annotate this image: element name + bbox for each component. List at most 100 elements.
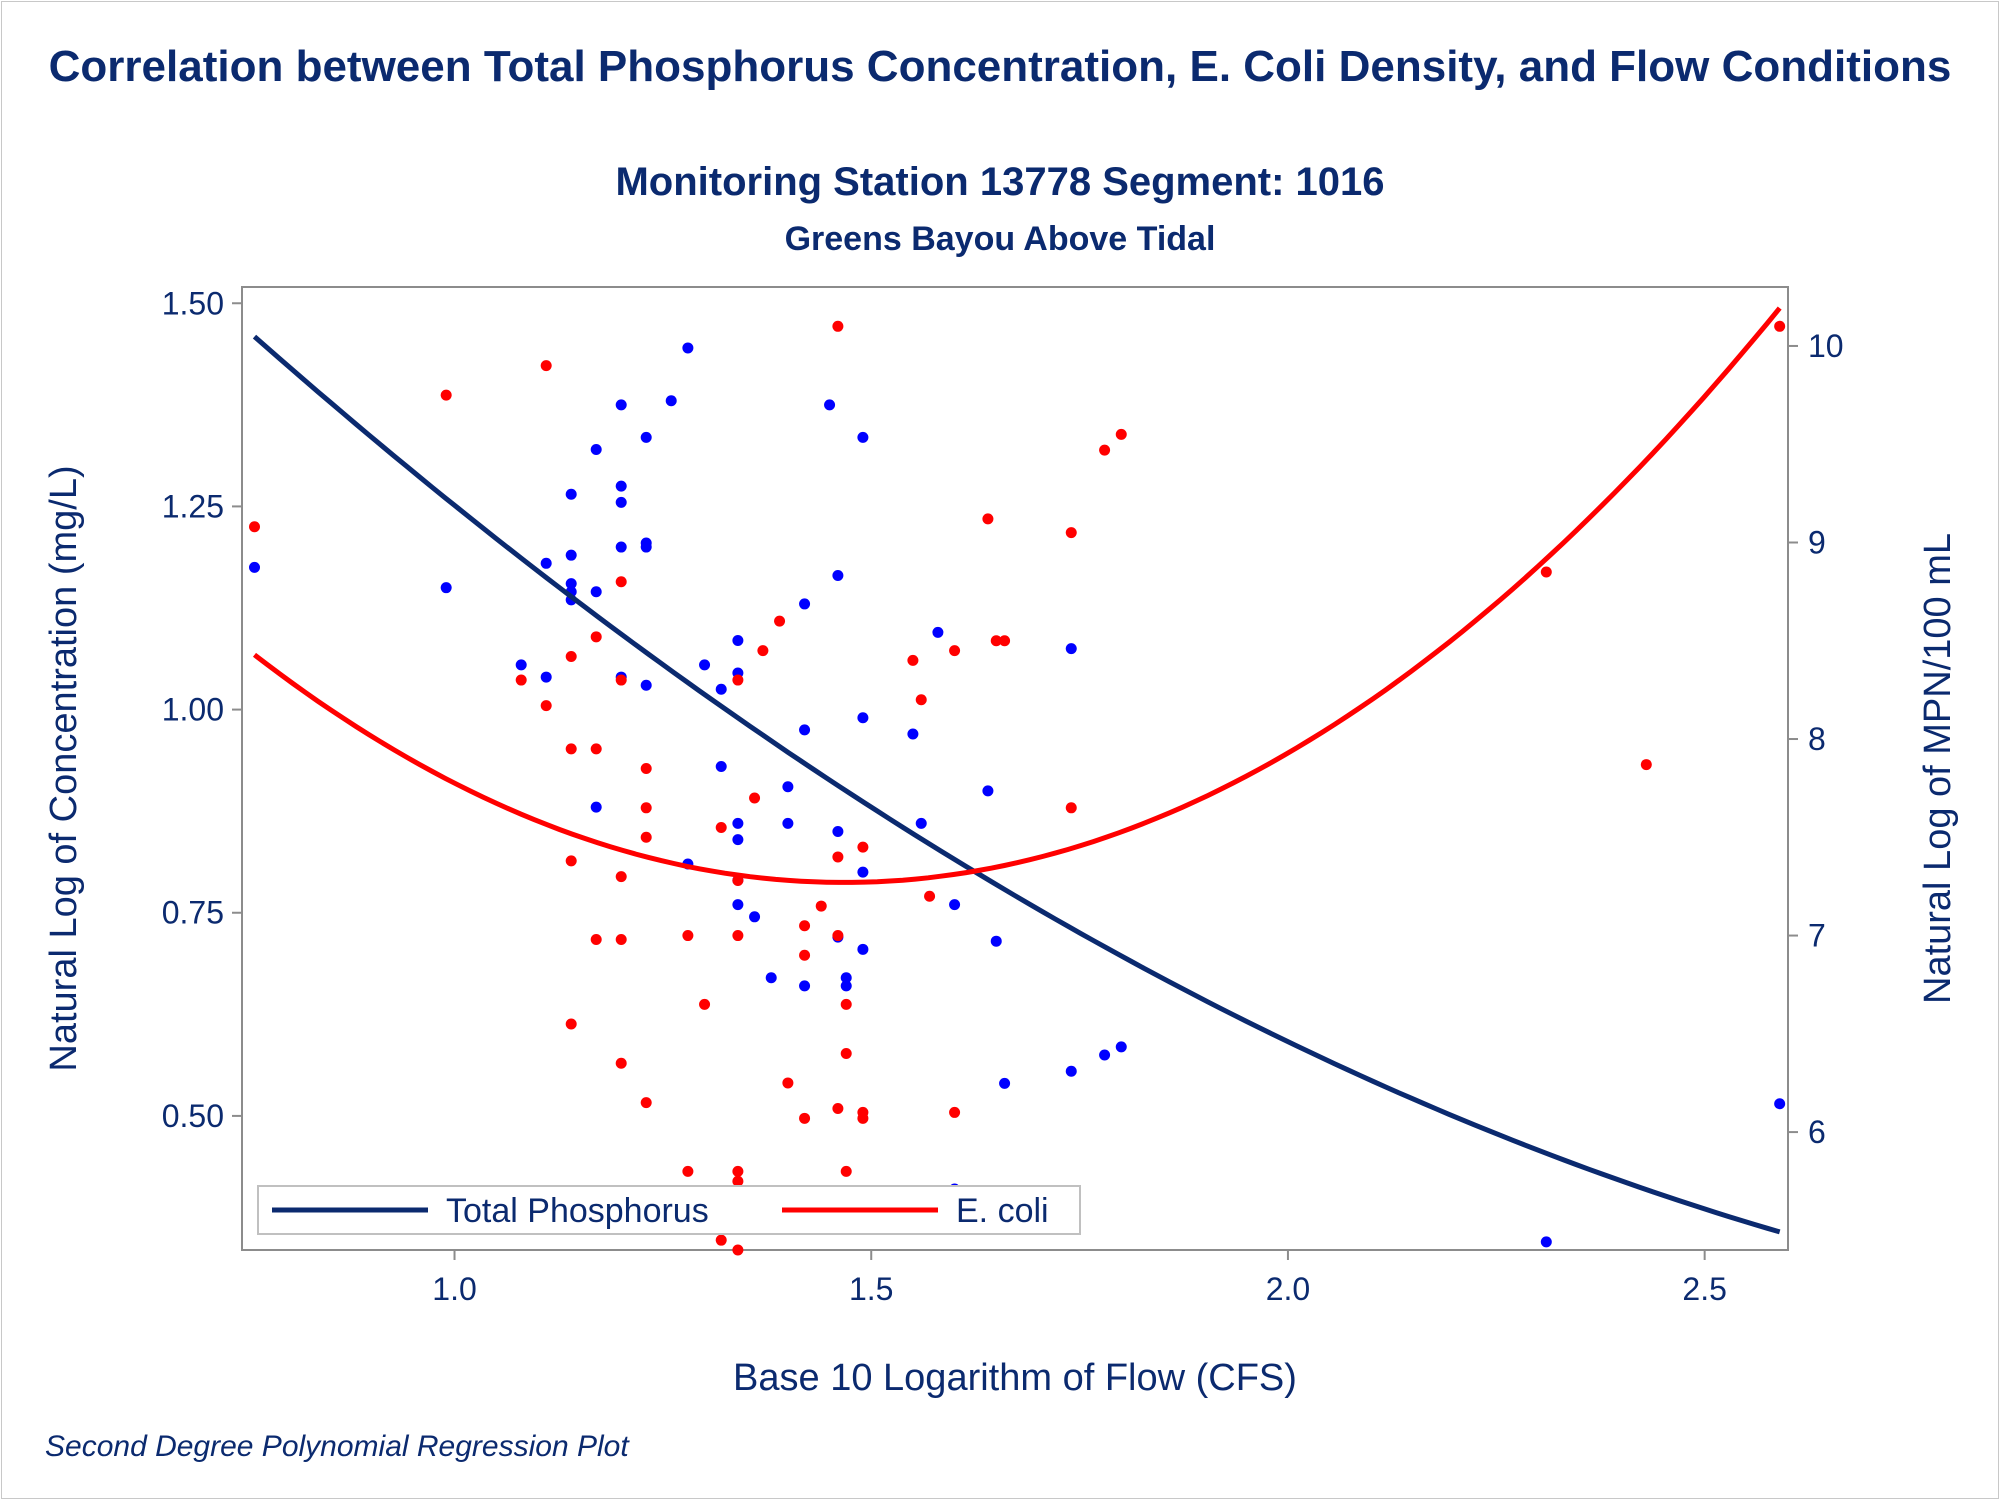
ecoli-point [715,821,727,833]
phosphorus-point [857,943,869,955]
ecoli-point [715,1234,727,1246]
ecoli-point [515,674,527,686]
y-left-tick-label: 1.00 [162,692,224,728]
ecoli-point [774,615,786,627]
y-right-tick-label: 8 [1808,721,1826,757]
phosphorus-point [440,582,452,594]
phosphorus-point [857,431,869,443]
phosphorus-point [1774,1098,1786,1110]
ecoli-point [565,743,577,755]
y-left-axis-label: Natural Log of Concentration (mg/L) [43,465,85,1071]
y-right-tick-label: 9 [1808,524,1826,560]
chart-subtitle-2: Greens Bayou Above Tidal [784,220,1216,258]
phosphorus-point [590,444,602,456]
phosphorus-regression-curve [252,334,1781,1235]
y-right-tick-label: 7 [1808,918,1826,954]
ecoli-point [565,855,577,867]
legend-label-phosphorus: Total Phosphorus [446,1192,709,1230]
x-axis-label: Base 10 Logarithm of Flow (CFS) [733,1357,1297,1399]
phosphorus-point [715,683,727,695]
ecoli-point [1099,444,1111,456]
phosphorus-point [857,712,869,724]
phosphorus-point [732,817,744,829]
phosphorus-point [990,935,1002,947]
ecoli-point [565,650,577,662]
phosphorus-point [515,659,527,671]
phosphorus-point [615,399,627,411]
ecoli-point [732,930,744,942]
ecoli-point [615,871,627,883]
ecoli-point [682,1165,694,1177]
ecoli-point [615,576,627,588]
curves-layer [252,306,1782,1235]
y-left-tick-label: 0.50 [162,1098,224,1134]
x-tick-label: 1.0 [432,1271,476,1307]
ecoli-point [749,792,761,804]
legend-box [257,1185,1081,1235]
ecoli-point [590,933,602,945]
phosphorus-point [732,834,744,846]
ecoli-point [990,635,1002,647]
ecoli-point [640,802,652,814]
phosphorus-point [782,781,794,793]
ecoli-point [615,1057,627,1069]
ecoli-point [640,831,652,843]
phosphorus-point [249,561,261,573]
ecoli-point [1774,320,1786,332]
phosphorus-point [665,395,677,407]
y-left-tick-label: 1.25 [162,488,224,524]
ecoli-point [732,1175,744,1187]
ecoli-point [857,841,869,853]
legend-label-ecoli: E. coli [956,1192,1049,1230]
footnote: Second Degree Polynomial Regression Plot [45,1430,629,1463]
phosphorus-point [540,557,552,569]
phosphorus-point [932,626,944,638]
phosphorus-point [782,817,794,829]
ecoli-point [840,998,852,1010]
phosphorus-point [565,549,577,561]
ecoli-point [949,1106,961,1118]
ecoli-regression-curve [252,306,1782,885]
ecoli-point [857,1112,869,1124]
phosphorus-point [999,1077,1011,1089]
y-left-tick-label: 1.50 [162,285,224,321]
phosphorus-point [565,578,577,590]
phosphorus-point [799,724,811,736]
x-tick-label: 1.5 [849,1271,893,1307]
phosphorus-point [907,728,919,740]
ecoli-point [907,654,919,666]
ecoli-point [615,933,627,945]
ecoli-point [699,998,711,1010]
ecoli-point [1540,566,1552,578]
ecoli-point [840,1047,852,1059]
phosphorus-point [640,431,652,443]
ecoli-point [1640,759,1652,771]
phosphorus-point [1065,643,1077,655]
legend: Total Phosphorus E. coli [257,1185,1081,1235]
ecoli-point [615,674,627,686]
ecoli-point [799,1112,811,1124]
ecoli-point [832,1102,844,1114]
phosphorus-point [1099,1049,1111,1061]
phosphorus-point [715,760,727,772]
ecoli-point [982,513,994,525]
y-left-tick-label: 0.75 [162,895,224,931]
phosphorus-point [615,480,627,492]
ecoli-point [440,389,452,401]
ecoli-point [949,645,961,657]
chart-title: Correlation between Total Phosphorus Con… [48,42,1952,91]
ecoli-point [915,694,927,706]
ecoli-point [565,1018,577,1030]
phosphorus-point [799,598,811,610]
x-tick-label: 2.5 [1682,1271,1726,1307]
ecoli-point [924,890,936,902]
ecoli-point [832,851,844,863]
ecoli-point [840,1165,852,1177]
ecoli-point [1065,802,1077,814]
ecoli-point [815,900,827,912]
y-right-tick-label: 10 [1808,328,1844,364]
ecoli-point [832,930,844,942]
plot-area-border [241,286,1789,1251]
